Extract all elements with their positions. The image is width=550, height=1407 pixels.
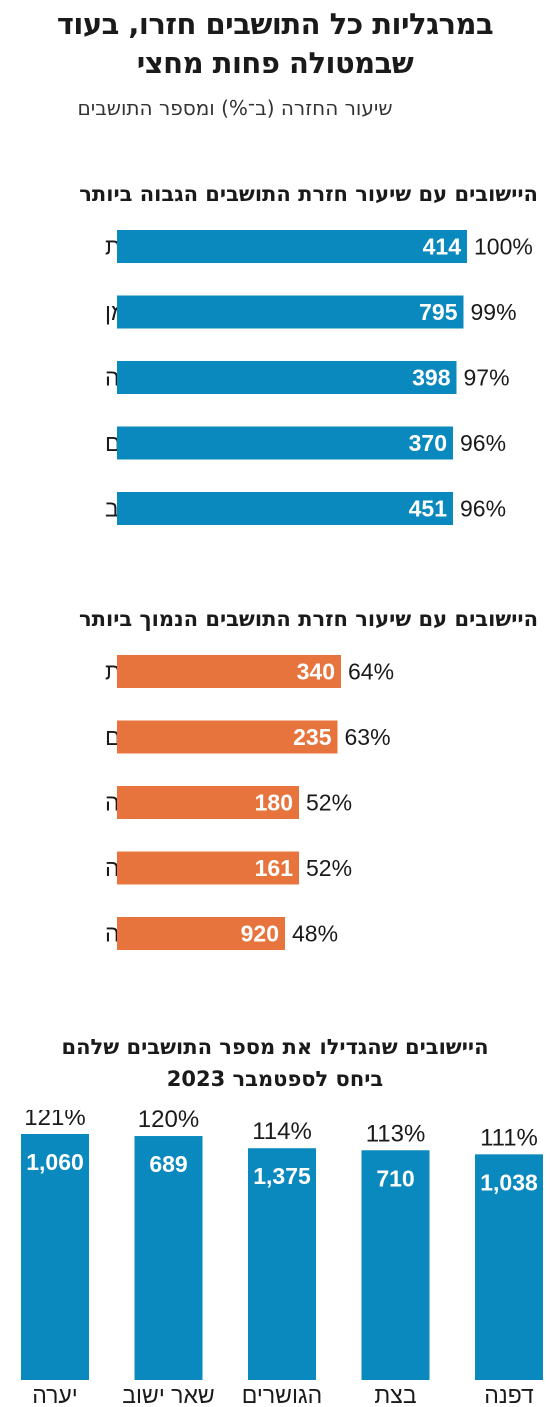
bar bbox=[117, 295, 464, 329]
residents-label: 451 bbox=[409, 496, 448, 522]
residents-label: 1,038 bbox=[480, 1169, 538, 1195]
category-label: דפנה bbox=[484, 1382, 534, 1407]
page-title-line2: שבמטולה פחות מחצי bbox=[136, 46, 414, 80]
category-label: בצת bbox=[374, 1382, 416, 1407]
bar bbox=[117, 851, 299, 885]
residents-label: 920 bbox=[241, 921, 279, 947]
rate-label: 96% bbox=[460, 496, 506, 522]
rate-label: 97% bbox=[464, 365, 510, 391]
growth-rate-label: 121% bbox=[24, 1110, 85, 1131]
rate-label: 64% bbox=[348, 659, 394, 685]
bar bbox=[117, 655, 341, 688]
residents-label: 1,060 bbox=[26, 1149, 84, 1175]
bar bbox=[117, 230, 467, 263]
bar bbox=[475, 1154, 543, 1380]
residents-label: 398 bbox=[412, 365, 451, 391]
rate-label: 52% bbox=[306, 855, 352, 881]
bar bbox=[248, 1148, 316, 1380]
category-label: שאר ישוב bbox=[122, 1382, 214, 1407]
chart-population-growth: 121% 1,060 יערה 120% 689 שאר ישוב 114% 1,375 הגו… bbox=[21, 1110, 543, 1407]
bar bbox=[117, 786, 299, 819]
rate-label: 99% bbox=[471, 299, 517, 325]
bar bbox=[117, 720, 338, 754]
residents-label: 180 bbox=[255, 790, 293, 816]
section-title-highest: היישובים עם שיעור חזרת התושבים הגבוה ביו… bbox=[79, 182, 538, 206]
bar bbox=[117, 917, 285, 950]
bar bbox=[117, 426, 453, 460]
residents-label: 689 bbox=[149, 1151, 187, 1177]
chart-lowest-return: אדמית34064%משגב עם23563%שתולה18052%מנורה… bbox=[105, 655, 394, 950]
section-title-lowest: היישובים עם שיעור חזרת התושבים הנמוך ביו… bbox=[79, 607, 538, 631]
section-title-growth-line1: היישובים שהגדילו את מספר התושבים שלהם bbox=[61, 1035, 489, 1059]
residents-label: 235 bbox=[293, 724, 332, 750]
page-subtitle: שיעור החזרה (ב־%) ומספר התושבים bbox=[77, 96, 393, 120]
page-title-line1: במרגליות כל התושבים חזרו, בעוד bbox=[56, 7, 494, 41]
section-title-growth-line2: ביחס לספטמבר 2023 bbox=[166, 1067, 384, 1091]
bar bbox=[117, 492, 453, 525]
rate-label: 100% bbox=[474, 234, 533, 260]
rate-label: 48% bbox=[292, 921, 338, 947]
category-label: יערה bbox=[32, 1382, 78, 1407]
bar bbox=[134, 1136, 203, 1380]
growth-rate-label: 120% bbox=[138, 1110, 199, 1133]
growth-rate-label: 114% bbox=[252, 1118, 312, 1145]
residents-label: 370 bbox=[409, 430, 447, 456]
residents-label: 795 bbox=[419, 299, 458, 325]
bar bbox=[361, 1150, 430, 1380]
residents-label: 414 bbox=[423, 234, 462, 260]
rate-label: 63% bbox=[345, 724, 391, 750]
growth-rate-label: 111% bbox=[480, 1124, 538, 1151]
residents-label: 710 bbox=[376, 1165, 414, 1191]
residents-label: 161 bbox=[255, 855, 294, 881]
bar bbox=[117, 361, 457, 394]
bar bbox=[21, 1134, 89, 1380]
rate-label: 96% bbox=[460, 430, 506, 456]
category-label: הגושרים bbox=[242, 1382, 322, 1407]
chart-highest-return: מרגליות414100%לימן79599%שומרה39897%אבן מ… bbox=[105, 230, 533, 525]
rate-label: 52% bbox=[306, 790, 352, 816]
residents-label: 1,375 bbox=[253, 1163, 311, 1189]
growth-rate-label: 113% bbox=[366, 1120, 426, 1147]
residents-label: 340 bbox=[297, 659, 335, 685]
